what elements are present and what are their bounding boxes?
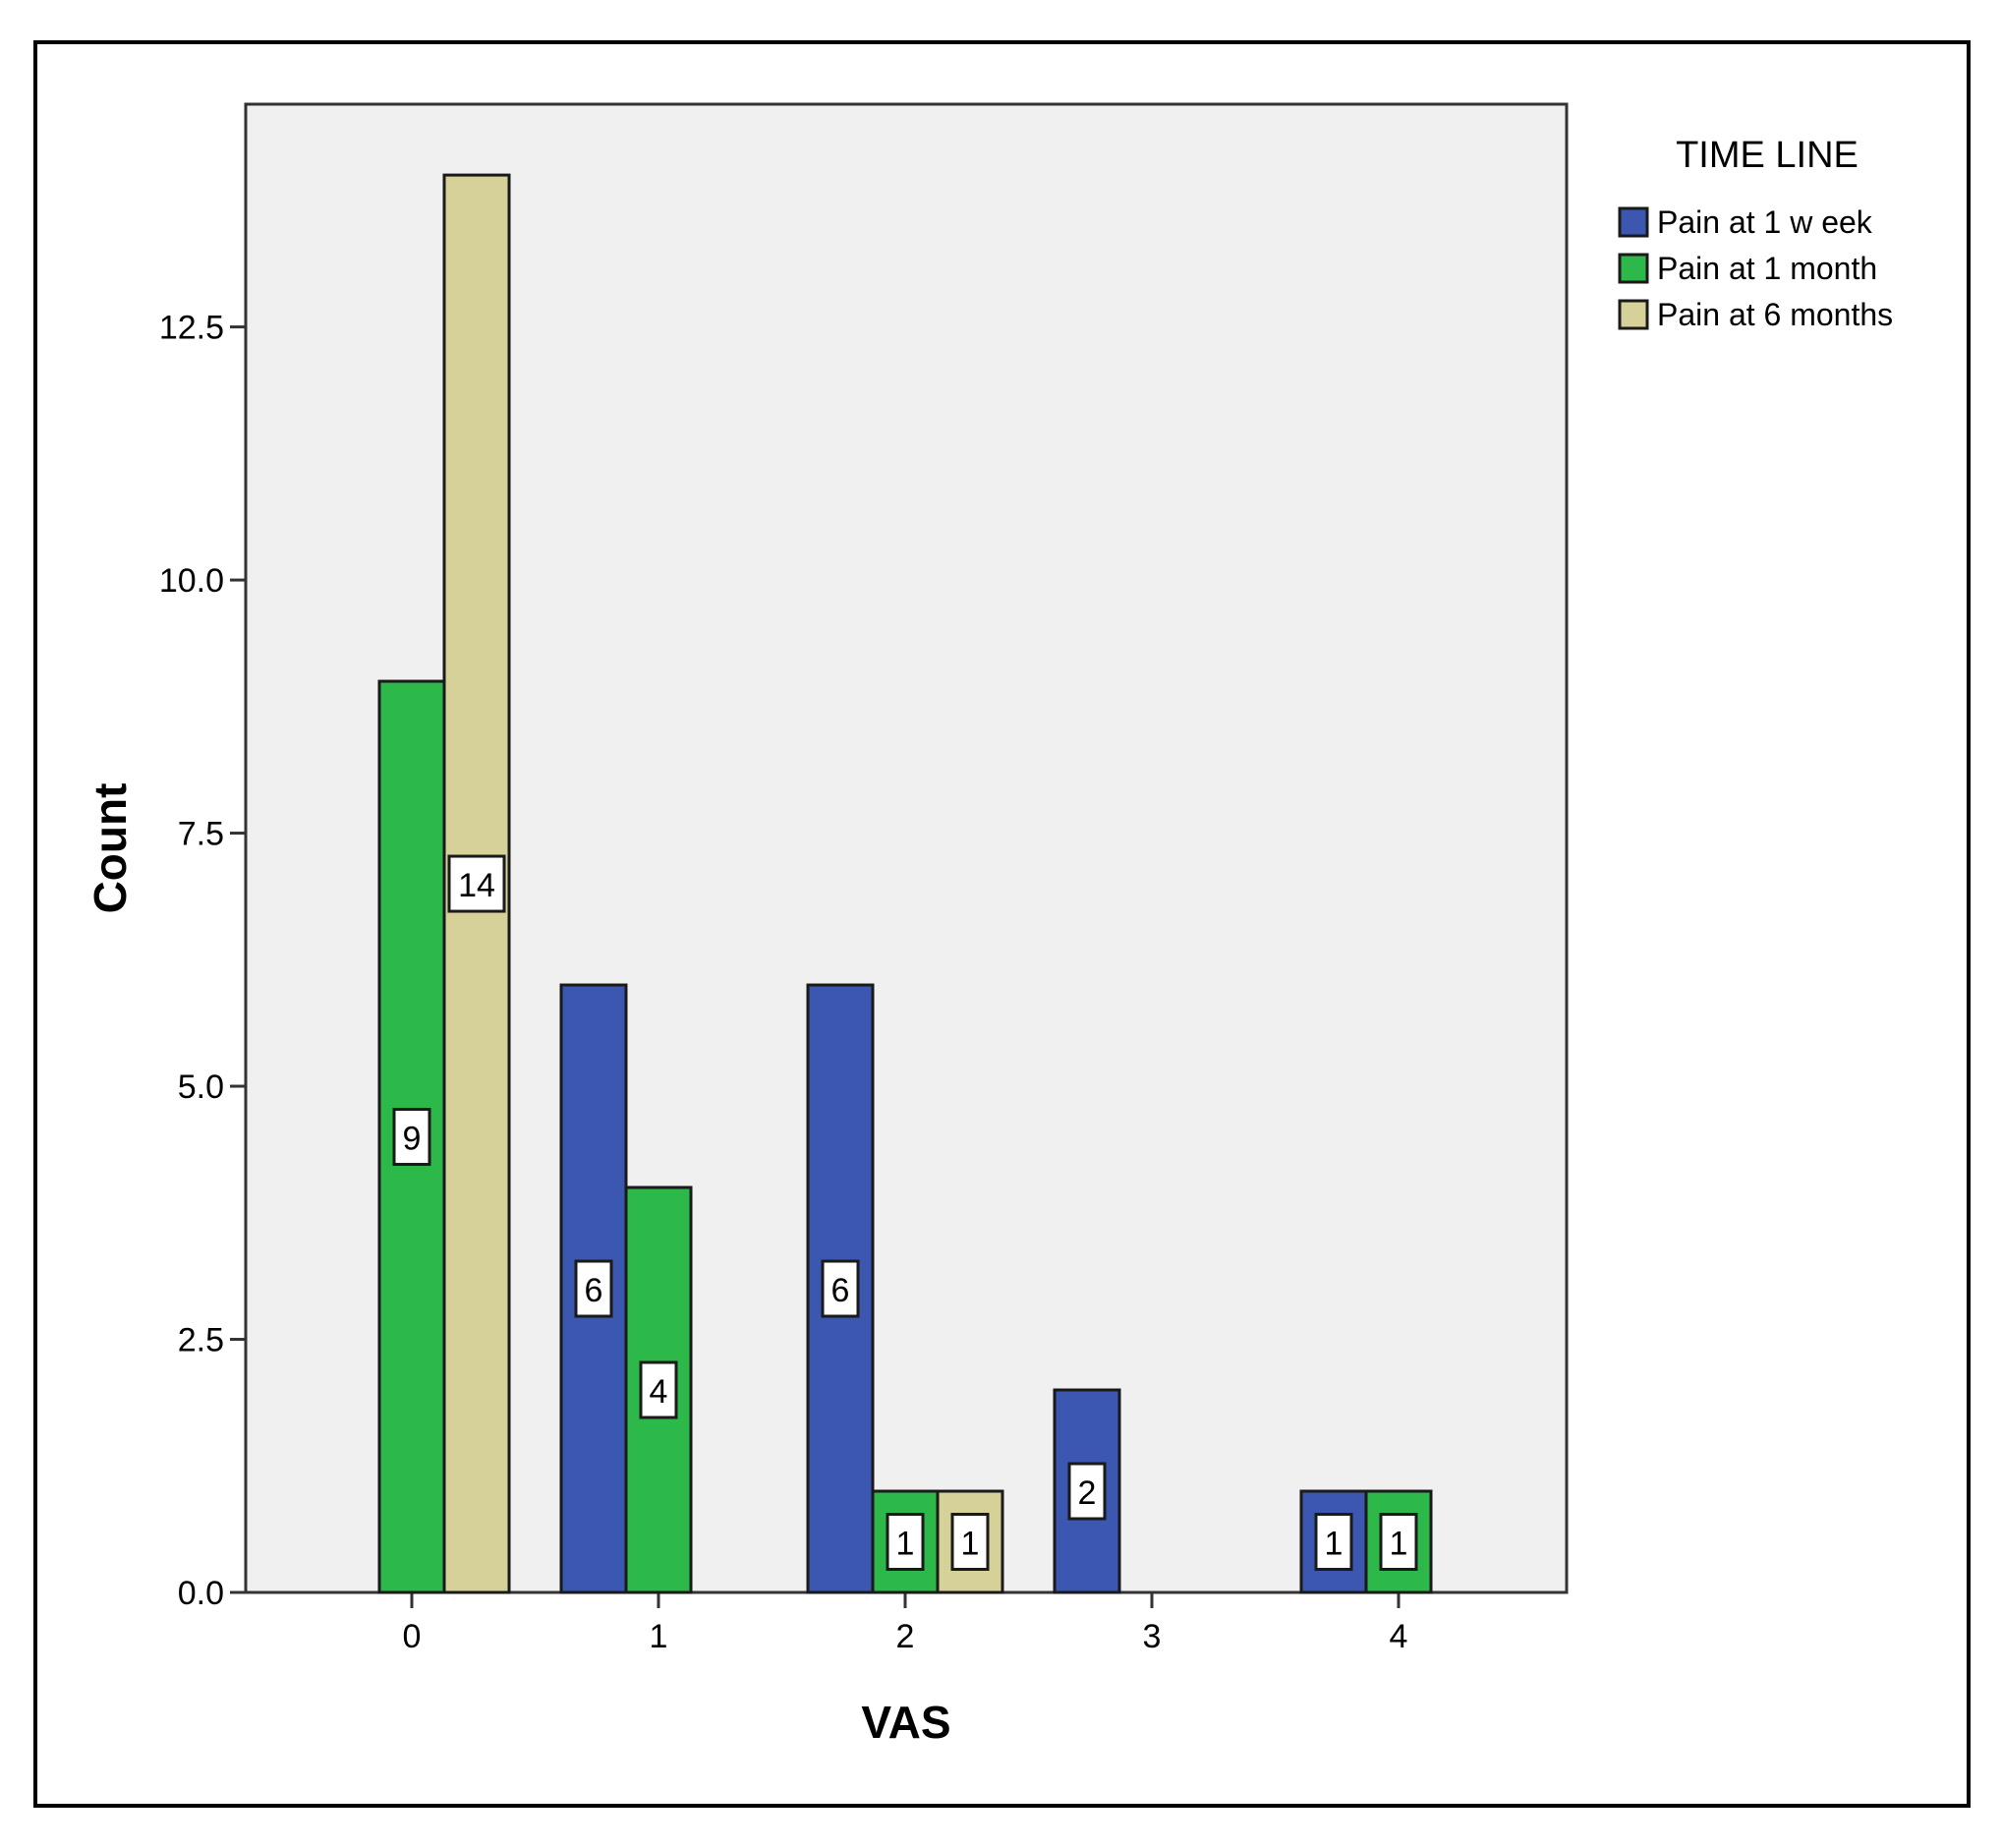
data-label: 1 [896,1526,915,1563]
x-tick-label: 4 [1390,1618,1408,1655]
y-tick-label: 10.0 [159,562,224,600]
x-tick-label: 0 [403,1618,422,1655]
y-tick-label: 7.5 [178,816,224,853]
data-label-box [950,1513,990,1572]
data-label-box [1067,1462,1107,1521]
data-label: 2 [1078,1474,1097,1512]
legend: TIME LINE Pain at 1 w eek Pain at 1 month… [1618,135,1893,332]
data-label: 6 [585,1272,603,1309]
y-tick-label: 0.0 [178,1575,224,1612]
legend-title: TIME LINE [1676,135,1859,176]
x-tick-label: 2 [896,1618,915,1655]
y-axis-title: Count [85,783,136,914]
data-label-box [639,1360,678,1419]
legend-items: Pain at 1 w eek Pain at 1 month Pain at 6 … [1618,204,1893,332]
data-label: 1 [1325,1526,1344,1563]
x-axis-title: VAS [861,1697,950,1748]
data-label: 9 [403,1121,422,1158]
data-label-box [392,1108,431,1167]
y-tick-label: 12.5 [159,310,224,347]
data-label: 4 [650,1373,668,1411]
data-label: 1 [961,1526,980,1563]
data-label-box [1379,1513,1418,1572]
y-axis: 0.0 2.5 5.0 7.5 10.0 12.5 [159,310,246,1612]
x-tick-label: 3 [1143,1618,1162,1655]
legend-label: Pain at 6 months [1657,297,1893,332]
y-tick-label: 5.0 [178,1068,224,1106]
y-tick-label: 2.5 [178,1322,224,1359]
data-label: 1 [1390,1526,1408,1563]
data-label: 14 [458,867,495,904]
legend-label: Pain at 1 month [1657,251,1877,286]
x-tick-label: 1 [650,1618,668,1655]
data-label-box [886,1513,925,1572]
legend-label: Pain at 1 w eek [1657,204,1873,240]
legend-swatch [1618,253,1649,284]
data-label-box [821,1259,860,1318]
x-axis: 0 1 2 3 4 [403,1592,1408,1655]
data-label-box [447,854,506,913]
data-label: 6 [831,1272,850,1309]
data-label-box [574,1259,613,1318]
legend-swatch [1618,299,1649,330]
bar-labels: 6 6 2 1 9 4 1 1 14 1 [392,854,1418,1572]
data-label-box [1314,1513,1353,1572]
legend-swatch [1618,206,1649,238]
